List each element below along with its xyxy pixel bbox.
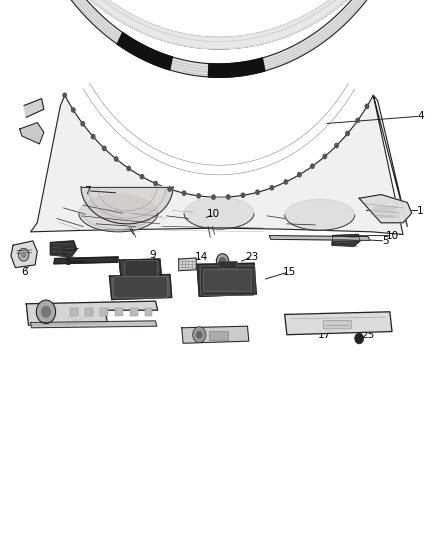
Text: 14: 14 [195,252,208,262]
Circle shape [216,254,229,269]
Polygon shape [197,263,256,296]
Text: 25: 25 [361,330,374,340]
Text: 9: 9 [149,250,156,260]
Circle shape [71,108,75,112]
Circle shape [102,146,106,150]
Circle shape [63,93,67,98]
Ellipse shape [285,199,355,230]
Text: 4: 4 [417,111,424,121]
Circle shape [256,190,259,195]
Polygon shape [179,258,196,271]
Polygon shape [24,99,44,117]
Bar [209,331,228,340]
Circle shape [18,248,29,261]
Text: 17: 17 [318,330,331,340]
Polygon shape [11,241,37,268]
Circle shape [21,252,26,257]
Circle shape [346,131,350,135]
Ellipse shape [79,195,158,232]
Bar [85,308,93,316]
Text: 6: 6 [21,267,28,277]
FancyBboxPatch shape [125,261,158,283]
Circle shape [197,193,201,198]
Ellipse shape [184,197,254,229]
Polygon shape [208,58,265,77]
Circle shape [168,187,171,191]
Circle shape [219,257,226,265]
Polygon shape [50,241,77,257]
Circle shape [270,185,274,190]
Polygon shape [115,278,166,296]
Polygon shape [359,195,412,223]
Circle shape [365,104,369,109]
Circle shape [193,327,206,343]
Bar [115,308,123,316]
Polygon shape [332,235,360,246]
Polygon shape [81,187,173,224]
Circle shape [42,306,50,317]
Bar [145,308,152,316]
Circle shape [140,174,144,179]
Circle shape [298,173,301,177]
Circle shape [323,155,327,159]
Polygon shape [182,326,249,343]
Circle shape [335,143,338,148]
Circle shape [311,164,314,168]
Polygon shape [269,236,370,240]
Polygon shape [54,257,118,264]
Text: 23: 23 [245,252,258,262]
Bar [100,308,108,316]
Circle shape [81,122,85,126]
Circle shape [284,180,288,184]
Text: 5: 5 [60,247,67,256]
Text: 10: 10 [207,209,220,219]
Circle shape [182,191,186,195]
Text: 7: 7 [84,186,91,196]
Polygon shape [110,274,172,300]
Polygon shape [31,321,157,328]
Polygon shape [119,259,162,285]
Circle shape [226,195,230,199]
Bar [70,308,78,316]
Text: 15: 15 [283,267,296,277]
FancyBboxPatch shape [323,320,351,329]
Circle shape [241,193,245,197]
Circle shape [154,181,157,185]
Polygon shape [26,301,158,325]
Circle shape [127,166,131,171]
Polygon shape [117,33,173,70]
Polygon shape [31,95,407,235]
FancyBboxPatch shape [204,269,252,292]
Bar [130,308,138,316]
Circle shape [114,157,118,161]
FancyBboxPatch shape [218,261,237,269]
Text: 5: 5 [382,236,389,246]
Circle shape [212,195,215,199]
FancyBboxPatch shape [201,265,255,295]
Text: 10: 10 [385,231,399,240]
Text: 12: 12 [64,318,77,327]
Polygon shape [14,0,424,49]
Text: 8: 8 [64,257,71,267]
FancyBboxPatch shape [113,277,168,298]
Circle shape [36,300,56,324]
Circle shape [197,332,202,338]
Circle shape [92,134,95,139]
Circle shape [356,118,360,123]
Circle shape [355,333,364,344]
Text: 1: 1 [417,206,424,215]
Polygon shape [285,312,392,335]
Polygon shape [36,0,402,77]
Polygon shape [125,262,157,282]
Polygon shape [20,123,44,144]
Text: 11: 11 [113,279,126,289]
